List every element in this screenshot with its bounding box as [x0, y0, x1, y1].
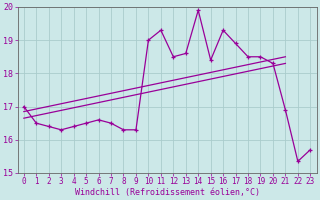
X-axis label: Windchill (Refroidissement éolien,°C): Windchill (Refroidissement éolien,°C) [75, 188, 260, 197]
